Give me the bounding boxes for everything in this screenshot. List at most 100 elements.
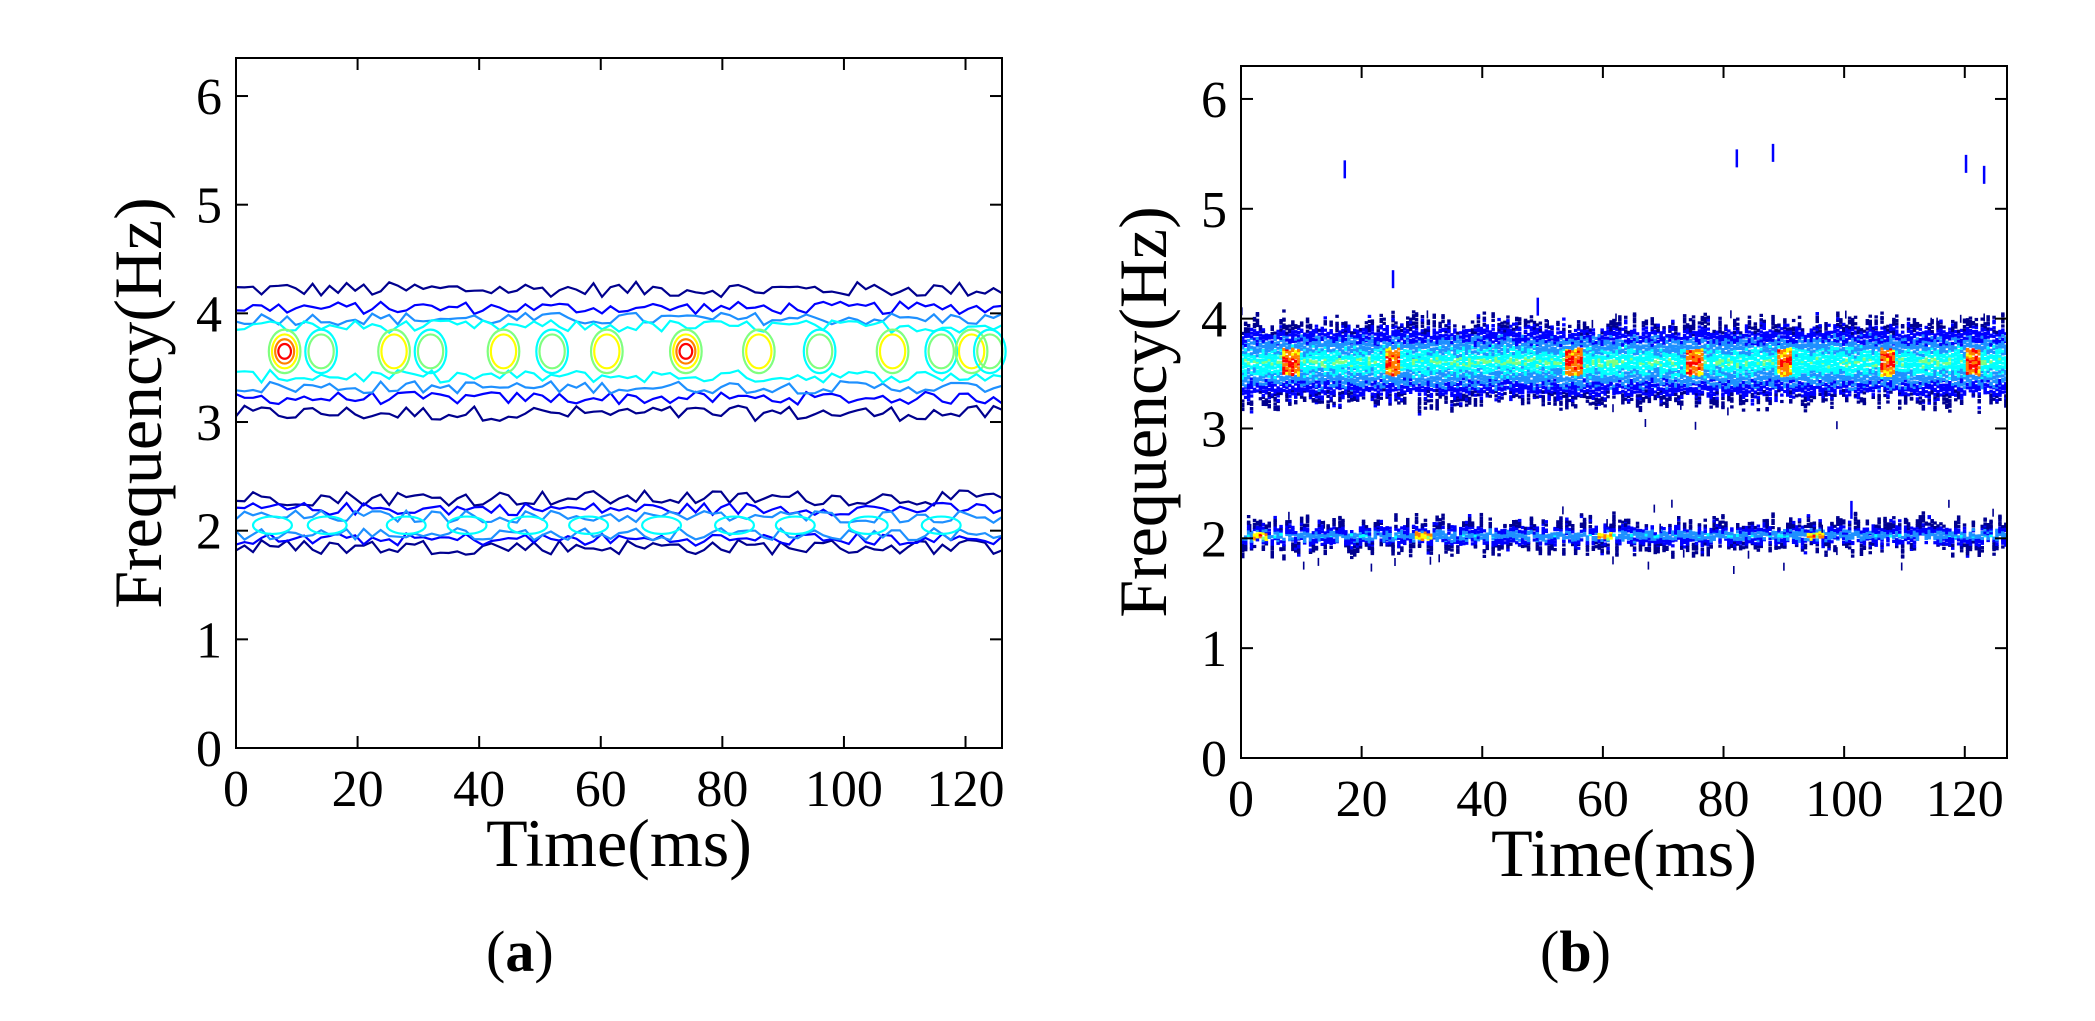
spectro-cell [1317,372,1322,376]
spectro-cell [1299,361,1304,365]
spectro-cell [1376,338,1380,342]
spectro-cell [1662,341,1666,345]
spectro-cell [1329,338,1333,342]
spectro-cell [1255,389,1260,393]
spectro-cell [1715,372,1719,376]
spectro-cell [1594,384,1598,388]
spectro-cell [1786,393,1790,397]
spectro-cell [1350,340,1354,344]
spectro-cell [1624,362,1628,366]
spectro-cell [1626,378,1631,382]
spectro-cell [1556,327,1560,331]
spectro-cell [1326,368,1330,372]
spectro-cell [1311,362,1316,366]
spectro-cell [1273,390,1277,395]
spectro-cell [1270,346,1274,350]
spectro-cell [1438,339,1442,343]
spectro-cell [1529,390,1534,394]
spectro-cell [1653,323,1657,327]
spectro-cell [1353,347,1357,352]
spectro-cell [1550,341,1554,345]
spectro-cell [1597,392,1601,396]
spectro-cell [1302,369,1307,373]
spectro-cell [1709,359,1713,363]
spectro-cell [1568,366,1572,370]
spectro-cell [1470,375,1475,379]
spectro-cell [1638,406,1643,410]
spectro-cell [1453,355,1457,359]
spectro-cell [1264,389,1269,393]
spectro-cell [1765,393,1769,397]
spectro-cell [1791,384,1796,389]
spectro-cell [1576,343,1581,347]
spectro-cell [1750,340,1755,344]
spectro-cell [1612,318,1616,322]
spectro-cell [1730,381,1734,385]
spectro-cell [1641,392,1646,396]
spectro-cell [1565,362,1569,366]
spectro-cell [1736,356,1740,360]
spectro-cell [1364,346,1369,350]
spectro-cell [1668,384,1672,388]
spectro-cell [1803,409,1808,413]
spectro-cell [1503,373,1507,377]
spectro-cell [1800,362,1805,366]
spectro-cell [1562,386,1566,390]
spectro-cell [1282,335,1286,339]
spectro-cell [1612,321,1616,325]
spectro-cell [1255,332,1260,337]
spectro-cell [1444,391,1448,395]
spectro-cell [1391,314,1395,318]
spectro-cell [1635,372,1640,376]
spectro-cell [1376,369,1380,373]
spectro-cell [1264,374,1269,378]
spectro-cell [1591,353,1596,357]
spectro-cell [1682,336,1687,340]
spectro-cell [1529,345,1534,349]
spectro-cell [1435,398,1439,403]
spectro-cell [1662,345,1666,349]
spectro-cell [1520,402,1525,406]
spectro-cell [1417,348,1422,352]
spectro-cell [1503,332,1507,336]
spectro-cell [1789,386,1793,390]
spectro-cell [1500,333,1504,337]
spectro-cell [1447,373,1451,377]
spectro-cell [1294,343,1298,347]
spectro-cell [1606,363,1610,367]
spectro-cell [1786,357,1790,361]
spectro-cell [1753,390,1758,394]
spectro-cell [1500,327,1504,331]
spectro-cell [1503,381,1507,385]
spectro-cell [1491,335,1495,339]
spectro-cell [1750,384,1755,388]
spectro-cell [1571,357,1575,361]
spectro-cell [1559,340,1563,344]
spectro-cell [1783,365,1787,369]
spectro-cell [1662,374,1666,378]
spectro-cell [1794,347,1799,351]
spectro-cell [1600,390,1604,394]
spectro-cell [1747,378,1752,382]
spectro-cell [1694,397,1699,401]
spectro-cell [1520,374,1525,378]
spectro-cell [1706,392,1710,396]
spectro-cell [1709,396,1713,400]
spectro-cell [1497,363,1501,367]
spectro-cell [1741,356,1746,360]
spectro-cell [1305,341,1310,345]
spectro-cell [1591,347,1596,351]
spectro-cell [1329,371,1333,375]
spectro-cell [1462,376,1466,381]
spectro-cell [1288,350,1292,354]
spectro-cell [1379,317,1383,322]
spectro-cell [1255,382,1260,386]
spectro-cell [1529,361,1534,365]
spectro-cell [1594,363,1598,367]
spectro-cell [1394,329,1398,333]
spectro-cell [1453,339,1457,344]
spectro-cell [1414,321,1419,325]
spectro-cell [1750,402,1755,406]
spectro-cell [1709,332,1713,336]
spectro-cell [1258,347,1263,351]
